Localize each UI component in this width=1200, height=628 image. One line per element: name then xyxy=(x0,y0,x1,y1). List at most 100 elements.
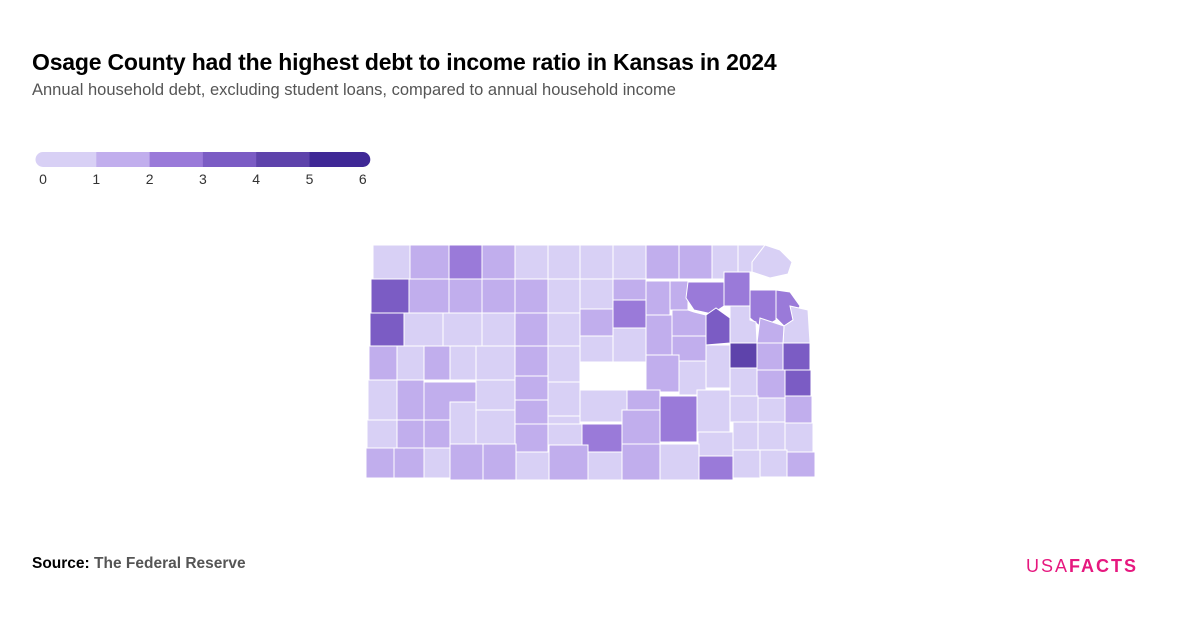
county xyxy=(705,307,731,346)
county xyxy=(782,342,811,371)
county xyxy=(370,278,410,314)
county xyxy=(514,423,549,453)
legend-tick-label: 6 xyxy=(359,171,367,187)
county xyxy=(645,280,671,316)
legend-tick-label: 5 xyxy=(306,171,314,187)
county xyxy=(514,278,549,314)
county xyxy=(449,401,477,449)
county xyxy=(612,299,647,329)
color-legend: 0 1 2 3 4 5 6 xyxy=(35,152,371,187)
county xyxy=(678,360,707,396)
county xyxy=(621,409,661,445)
legend-swatch xyxy=(202,152,257,167)
county xyxy=(659,443,700,481)
county xyxy=(579,278,614,310)
legend-swatch xyxy=(43,152,97,167)
county xyxy=(659,395,698,443)
legend-tick-label: 2 xyxy=(146,171,154,187)
county xyxy=(645,314,673,356)
county xyxy=(396,379,425,421)
county xyxy=(723,271,751,307)
legend-tick-label: 4 xyxy=(252,171,260,187)
county xyxy=(475,379,516,411)
county xyxy=(784,369,812,399)
county xyxy=(481,278,516,314)
county xyxy=(514,312,549,347)
county xyxy=(626,389,661,411)
county xyxy=(448,244,483,280)
county xyxy=(729,342,758,369)
county xyxy=(729,395,759,423)
county xyxy=(482,443,517,481)
legend-bar xyxy=(35,152,371,167)
county xyxy=(581,423,623,453)
county xyxy=(784,395,813,424)
county xyxy=(481,244,516,280)
county xyxy=(756,369,786,399)
legend-tick-label: 0 xyxy=(39,171,47,187)
county xyxy=(612,244,647,280)
county xyxy=(514,244,549,280)
county xyxy=(579,389,628,423)
legend-swatch xyxy=(96,152,151,167)
usafacts-logo: USAFACTS xyxy=(1026,556,1138,577)
county xyxy=(698,455,734,481)
county xyxy=(547,345,581,383)
source-note: Source: The Federal Reserve xyxy=(32,555,246,573)
county xyxy=(442,312,483,347)
county xyxy=(784,422,814,453)
county xyxy=(645,354,680,393)
page-title: Osage County had the highest debt to inc… xyxy=(32,49,777,75)
county xyxy=(423,345,451,381)
county xyxy=(579,335,614,363)
county xyxy=(669,280,689,311)
county xyxy=(729,305,758,344)
county xyxy=(449,443,484,481)
county xyxy=(369,312,405,347)
county xyxy=(757,397,786,423)
page-subtitle: Annual household debt, excluding student… xyxy=(32,81,676,99)
county xyxy=(757,421,786,451)
county xyxy=(481,312,516,347)
source-label: Source: xyxy=(32,555,90,572)
county xyxy=(612,278,647,301)
county xyxy=(621,443,661,481)
county xyxy=(514,375,549,401)
legend-ticks: 0 1 2 3 4 5 6 xyxy=(39,171,367,187)
county xyxy=(696,389,731,433)
county xyxy=(475,409,516,445)
county xyxy=(365,447,395,479)
logo-text-usa: USA xyxy=(1026,556,1070,576)
county xyxy=(514,345,549,377)
logo-text-facts: FACTS xyxy=(1069,556,1139,576)
county xyxy=(449,345,477,381)
legend-swatch xyxy=(149,152,204,167)
county xyxy=(367,379,398,421)
legend-tick-label: 3 xyxy=(199,171,207,187)
legend-swatch xyxy=(256,152,311,167)
legend-tick-label: 1 xyxy=(92,171,100,187)
county xyxy=(514,399,549,425)
county xyxy=(547,278,581,314)
county xyxy=(408,278,450,314)
county xyxy=(372,244,411,280)
county xyxy=(368,345,398,381)
county xyxy=(729,367,758,397)
county xyxy=(396,345,425,381)
county xyxy=(579,244,614,280)
county xyxy=(786,451,816,478)
county xyxy=(396,419,425,449)
legend-cap xyxy=(355,152,371,167)
county xyxy=(587,451,623,481)
county xyxy=(409,244,450,280)
county xyxy=(423,447,451,479)
county xyxy=(612,327,647,363)
county xyxy=(579,308,614,337)
legend-swatch xyxy=(309,152,364,167)
county xyxy=(515,451,550,481)
county xyxy=(697,431,734,457)
county xyxy=(751,244,793,279)
legend-cap xyxy=(35,152,51,167)
county xyxy=(547,312,581,347)
